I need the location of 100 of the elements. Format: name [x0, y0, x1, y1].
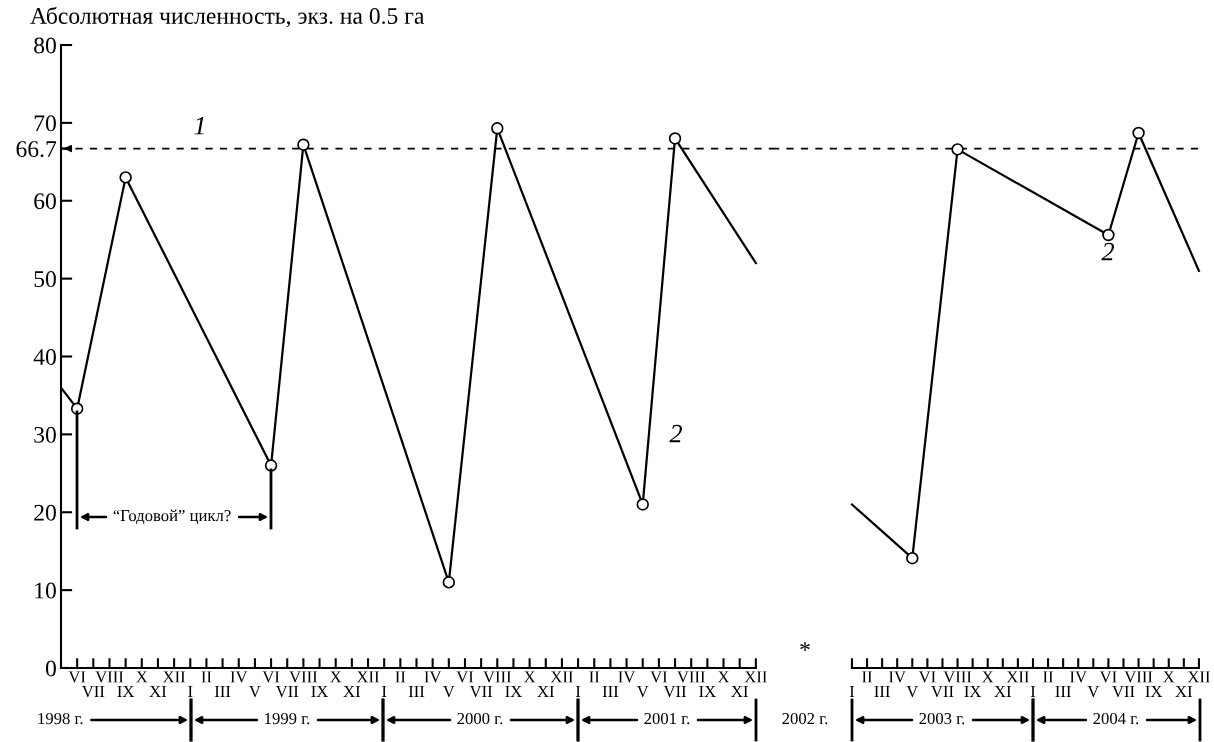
text: 1999 г.	[265, 712, 310, 725]
x-tick-label: VII	[81, 685, 105, 698]
x-tick-label: X	[136, 671, 148, 683]
y-tick-label: 30	[34, 426, 56, 443]
y-tick-label: 50	[34, 271, 56, 288]
x-tick-label: V	[249, 685, 261, 698]
x-tick-label: VIII	[1124, 671, 1153, 683]
x-tick-label: XII	[550, 671, 573, 683]
point	[636, 498, 649, 511]
y-tick-label: 66.7	[16, 141, 57, 158]
x-tick-label: VIII	[95, 671, 124, 683]
x-tick-label: XII	[1187, 671, 1210, 683]
x-tick-label: IX	[699, 685, 716, 697]
x-tick-label: VI	[650, 671, 668, 683]
x-tick-label: VI	[1099, 671, 1117, 683]
x-tick-label: I	[1030, 685, 1036, 697]
text: 2002 г.	[782, 712, 828, 725]
x-tick-label: IX	[964, 685, 982, 697]
y-tick-label: 70	[34, 115, 56, 132]
x-tick-label: I	[575, 685, 581, 697]
x-tick-label: V	[906, 685, 919, 698]
x-tick-label: VII	[275, 685, 299, 698]
text: 2001 г.	[644, 712, 690, 725]
x-tick-label: IV	[889, 671, 906, 683]
x-tick-label: I	[382, 685, 387, 697]
x-tick-label: VII	[469, 685, 493, 698]
x-tick-label: X	[523, 671, 536, 683]
point	[668, 132, 682, 145]
x-tick-label: V	[636, 685, 649, 698]
x-tick-label: X	[1163, 671, 1175, 683]
x-tick-label: V	[442, 685, 455, 698]
x-tick-label: II	[201, 671, 212, 683]
x-tick-label: VI	[918, 671, 936, 683]
y-tick-label: 80	[34, 37, 56, 54]
y-axis-title: Абсолютная численность, экз. на 0.5 га	[30, 6, 425, 28]
x-tick-label: VIII	[289, 671, 318, 683]
x-tick-label: VIII	[483, 671, 512, 683]
x-tick-label: III	[874, 685, 890, 697]
x-tick-label: XII	[162, 671, 186, 683]
y-tick-label: 60	[34, 193, 56, 210]
x-tick-label: XI	[537, 685, 554, 697]
x-tick-label: IX	[1145, 685, 1163, 697]
x-tick-label: II	[589, 671, 600, 683]
x-tick-label: I	[188, 685, 193, 697]
x-tick-label: XI	[149, 685, 167, 697]
y-tick-label: 0	[45, 660, 56, 677]
x-tick-label: II	[1043, 671, 1054, 683]
x-tick-label: VIII	[943, 671, 972, 683]
x-tick-label: XI	[1175, 685, 1193, 697]
x-tick-label: VII	[1112, 685, 1135, 698]
x-tick-label: III	[1055, 685, 1071, 697]
point	[491, 122, 504, 135]
annotation: 2	[669, 424, 683, 443]
x-tick-label: IV	[230, 671, 248, 683]
x-tick-label: X	[982, 671, 994, 683]
x-tick-label: III	[408, 685, 425, 697]
point	[906, 551, 919, 565]
x-tick-label: IV	[618, 671, 636, 683]
y-tick-label: 20	[34, 504, 56, 521]
x-tick-label: I	[849, 685, 855, 697]
text: 2003 г.	[919, 712, 965, 725]
x-tick-label: IX	[311, 685, 329, 697]
text: 2004 г.	[1093, 712, 1139, 725]
point	[1102, 228, 1115, 242]
point	[70, 402, 84, 415]
annotation: 2	[1101, 242, 1115, 261]
y-tick-label: 40	[33, 348, 56, 365]
x-tick-label: XI	[343, 685, 361, 697]
point	[442, 576, 456, 589]
point	[1132, 126, 1145, 140]
x-tick-label: IX	[117, 685, 135, 697]
point	[119, 171, 132, 184]
x-tick-label: XII	[1006, 671, 1029, 683]
y-tick-label: 10	[35, 582, 56, 599]
x-tick-label: XI	[994, 685, 1012, 697]
x-tick-label: V	[1087, 685, 1100, 698]
x-tick-label: X	[330, 671, 342, 683]
x-tick-label: III	[214, 685, 231, 697]
text: 1998 г.	[38, 712, 83, 725]
x-tick-label: VI	[262, 671, 280, 683]
x-tick-label: II	[862, 671, 872, 683]
x-tick-label: XII	[744, 671, 767, 683]
x-tick-label: IV	[1070, 671, 1087, 683]
x-tick-label: VI	[456, 671, 474, 683]
point	[297, 138, 310, 151]
text: 2000 г.	[457, 712, 503, 725]
annotation: “Годовой” цикл?	[113, 509, 231, 525]
x-tick-label: III	[602, 685, 619, 697]
text: *	[800, 642, 810, 651]
x-tick-label: IV	[424, 671, 442, 683]
x-tick-label: VII	[663, 685, 687, 698]
x-tick-label: XI	[731, 685, 748, 697]
point	[264, 459, 278, 472]
x-tick-label: XII	[356, 671, 379, 683]
x-tick-label: VIII	[677, 671, 705, 683]
x-tick-label: VI	[68, 671, 86, 683]
x-tick-label: IX	[505, 685, 522, 697]
annotation: 1	[194, 116, 204, 135]
point	[951, 143, 964, 156]
x-tick-label: II	[395, 671, 406, 683]
